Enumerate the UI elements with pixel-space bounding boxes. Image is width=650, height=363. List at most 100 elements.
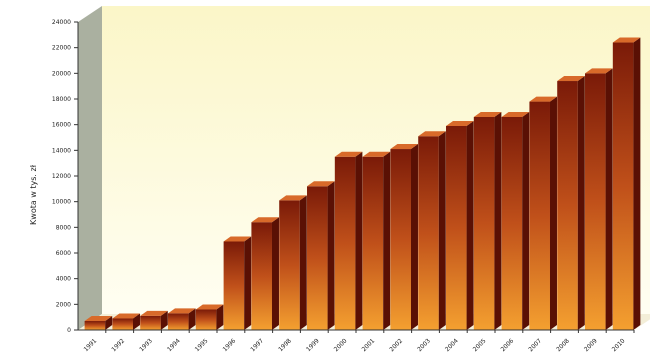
bar-side (188, 308, 196, 330)
bar-front (168, 313, 189, 330)
bar (418, 131, 446, 330)
bar (612, 37, 641, 331)
y-tick-label: 10000 (52, 199, 71, 206)
bar (307, 181, 335, 330)
bar-side (522, 111, 530, 330)
bar (112, 313, 140, 330)
bar-cap (446, 120, 474, 126)
bar-side (549, 96, 557, 330)
bar (362, 151, 391, 330)
bar-front (195, 309, 217, 330)
y-tick-label: 24000 (52, 19, 71, 26)
bar-front (223, 241, 245, 330)
bar (251, 217, 279, 330)
bar-side (327, 181, 335, 330)
bar-front (84, 321, 106, 330)
x-tick-label: 2001 (361, 337, 377, 353)
x-tick-label: 1999 (305, 337, 321, 353)
x-tick-label: 1992 (110, 337, 126, 353)
y-tick-label: 6000 (56, 250, 71, 257)
bar (473, 111, 502, 330)
bar-side (244, 236, 252, 330)
bar-cap (251, 217, 279, 223)
bar (223, 236, 252, 330)
bar-cap (557, 76, 585, 82)
x-tick-label: 2010 (611, 337, 627, 353)
bar-cap (84, 316, 113, 322)
y-tick-label: 16000 (52, 122, 71, 129)
bar (334, 151, 363, 330)
bar-front (390, 149, 411, 330)
bar-side (383, 151, 391, 330)
bar-side (355, 151, 363, 330)
bar-front (557, 81, 578, 331)
bar (279, 195, 307, 330)
x-tick-label: 2002 (388, 337, 404, 353)
bar-front (585, 73, 606, 330)
bar-front (362, 156, 384, 330)
x-tick-label: 1998 (277, 337, 293, 353)
bar-front (334, 156, 356, 330)
x-tick-label: 2007 (527, 337, 543, 353)
bar (390, 144, 418, 330)
x-tick-label: 2006 (500, 337, 516, 353)
bar-side (410, 144, 418, 330)
y-tick-label: 22000 (52, 45, 71, 52)
bar-side (216, 304, 224, 330)
y-tick-label: 4000 (56, 276, 71, 283)
bar-cap (501, 111, 530, 117)
bar-side (438, 131, 446, 330)
bar-cap (334, 151, 363, 157)
bar-side (494, 111, 502, 330)
bar-front (473, 116, 495, 330)
y-axis: 0 2000 4000 6000 8000 10000 12000 14000 16000 180… (52, 19, 79, 334)
bar-front (418, 136, 439, 330)
bar-side (160, 310, 168, 330)
x-tick-label: 2008 (555, 337, 571, 353)
bar (195, 304, 224, 330)
bar (446, 120, 474, 330)
bar-front (612, 42, 634, 331)
y-tick-label: 12000 (52, 173, 71, 180)
bar-front (501, 116, 523, 330)
x-tick-label: 1997 (249, 337, 265, 353)
bar-front (446, 125, 467, 330)
x-axis: 1991 1992 1993 1994 1995 1996 1997 1998 1999 2000… (78, 329, 635, 353)
bar-front (140, 315, 161, 330)
bars-group (84, 37, 641, 331)
bar-side (132, 313, 140, 330)
bar-front (251, 222, 272, 330)
bar-front (112, 318, 133, 330)
x-tick-label: 1995 (194, 337, 210, 353)
bar-cap (140, 310, 168, 316)
x-tick-label: 2005 (472, 337, 488, 353)
bar-side (466, 120, 474, 330)
x-tick-label: 1991 (83, 337, 99, 353)
bar-cap (195, 304, 224, 310)
bar (557, 76, 585, 331)
bar-cap (473, 111, 502, 117)
bar-cap (112, 313, 140, 319)
x-tick-label: 1993 (138, 337, 154, 353)
bar-cap (418, 131, 446, 137)
bar (585, 68, 613, 330)
side-wall (78, 6, 102, 330)
bar-side (633, 37, 641, 331)
bar-cap (612, 37, 641, 43)
bar-cap (585, 68, 613, 74)
y-axis-label: Kwota w tys. zł (29, 164, 38, 225)
bar-cap (279, 195, 307, 201)
bar-cap (307, 181, 335, 187)
bar (501, 111, 530, 330)
y-tick-label: 20000 (52, 70, 71, 77)
x-tick-label: 2009 (583, 337, 599, 353)
bar-cap (529, 96, 557, 102)
bar-front (529, 101, 550, 330)
bar-front (279, 200, 300, 330)
bar-cap (168, 308, 196, 314)
x-tick-label: 2004 (444, 337, 460, 353)
y-tick-label: 2000 (56, 301, 71, 308)
bar (529, 96, 557, 330)
bar-side (105, 316, 113, 330)
